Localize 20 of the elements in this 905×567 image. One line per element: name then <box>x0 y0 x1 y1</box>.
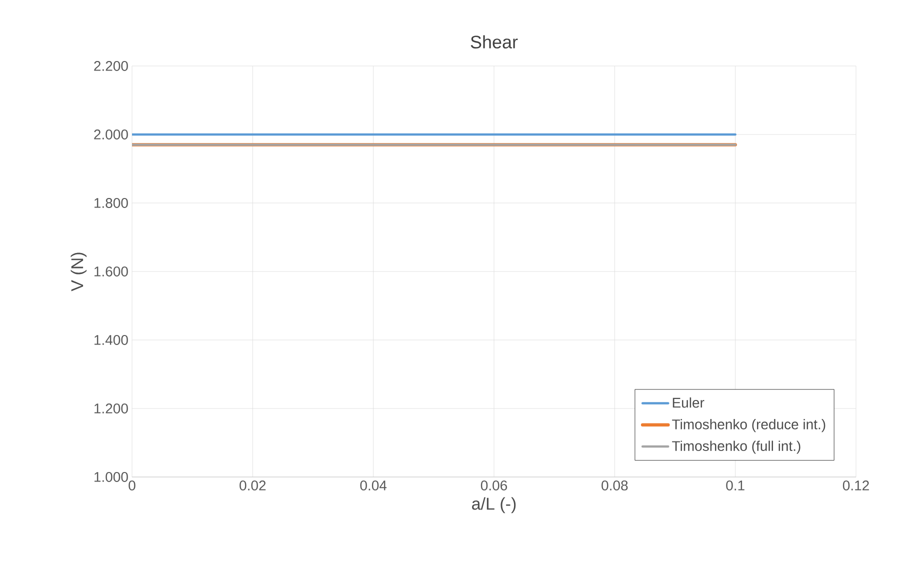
x-tick-label: 0.08 <box>602 480 628 490</box>
x-tick-label: 0.1 <box>726 480 744 490</box>
y-tick-label: 2.000 <box>94 130 128 140</box>
x-tick-label: 0.06 <box>480 480 508 490</box>
y-tick-label: 1.000 <box>94 472 128 482</box>
x-tick-label: 0.02 <box>240 480 266 490</box>
legend-label: Euler <box>672 397 704 408</box>
x-tick-label: 0.04 <box>360 480 387 490</box>
legend-label: Timoshenko (full int.) <box>672 440 800 454</box>
x-tick-label: 0 <box>128 480 136 490</box>
y-axis-title: V (N) <box>70 252 87 292</box>
y-tick-label: 1.200 <box>94 404 128 414</box>
chart-title: Shear <box>470 35 518 48</box>
x-tick-label: 0.12 <box>842 480 869 490</box>
x-axis-title: a/L (-) <box>472 497 516 514</box>
y-tick-label: 2.200 <box>94 61 128 71</box>
y-tick-label: 1.600 <box>94 266 128 276</box>
legend-label: Timoshenko (reduce int.) <box>672 419 826 432</box>
y-tick-label: 1.800 <box>94 198 128 208</box>
y-tick-label: 1.400 <box>94 335 128 345</box>
